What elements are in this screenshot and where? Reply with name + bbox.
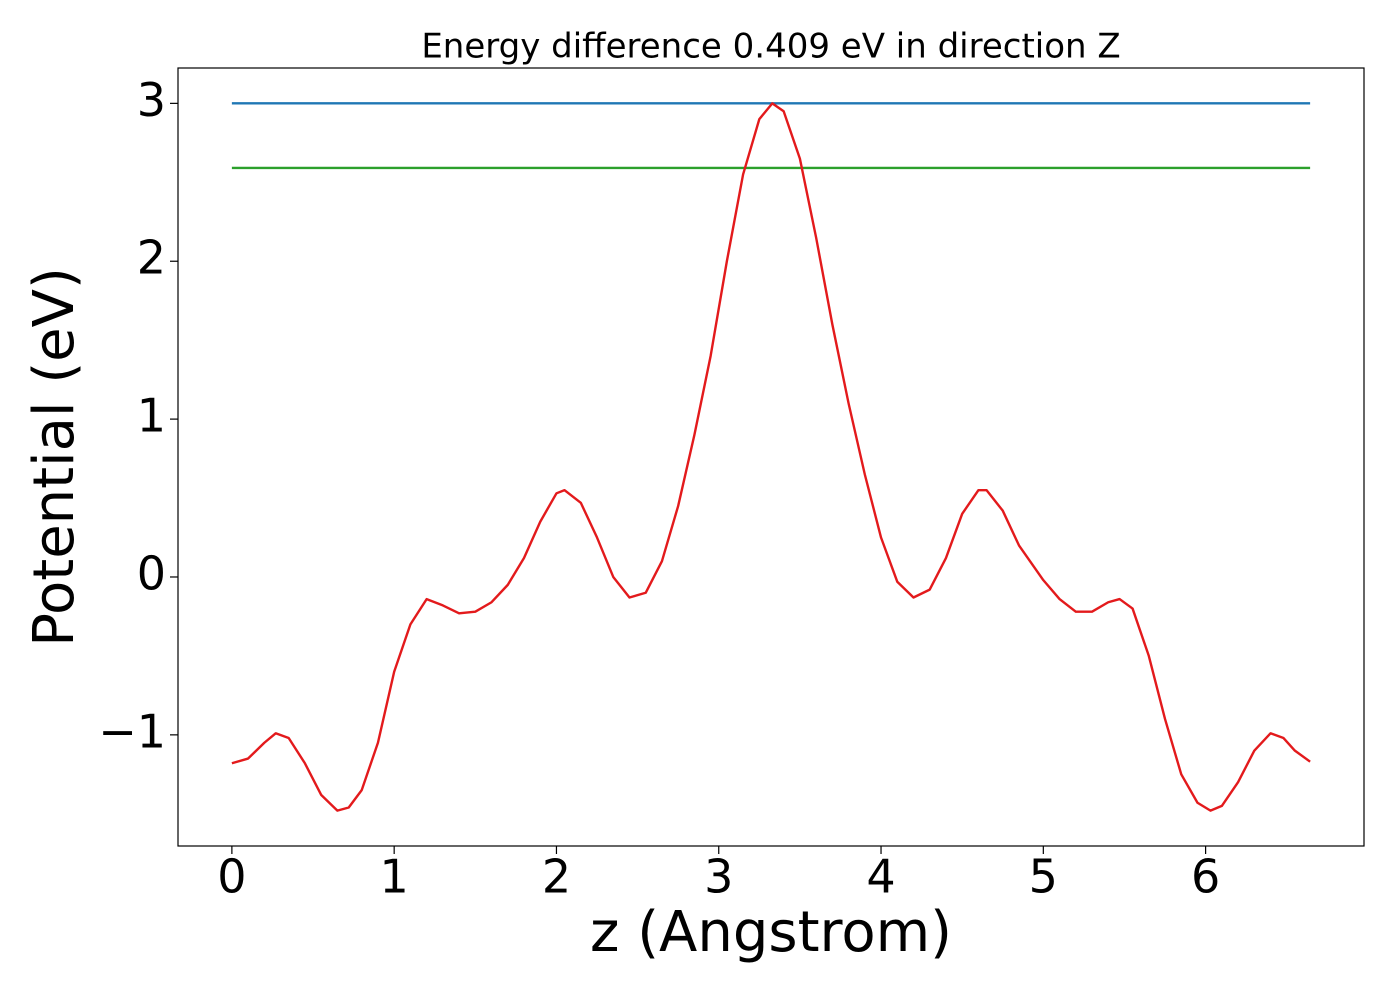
y-axis-label: Potential (eV) xyxy=(22,267,87,647)
x-tick-label: 3 xyxy=(704,850,733,904)
x-tick-label: 0 xyxy=(217,850,246,904)
x-tick-label: 2 xyxy=(542,850,571,904)
y-tick-label: 0 xyxy=(137,546,166,600)
x-tick-label: 5 xyxy=(1029,850,1058,904)
y-tick-label: −1 xyxy=(98,704,166,758)
series-line xyxy=(231,102,1311,812)
y-tick-label: 2 xyxy=(137,231,166,285)
x-tick-label: 1 xyxy=(380,850,409,904)
plot-frame xyxy=(177,67,1365,847)
y-tick-label: 1 xyxy=(137,389,166,443)
x-tick-label: 4 xyxy=(866,850,895,904)
x-tick-label: 6 xyxy=(1191,850,1220,904)
x-axis-label: z (Angstrom) xyxy=(590,900,952,965)
chart-title: Energy difference 0.409 eV in direction … xyxy=(421,27,1120,67)
y-tick-label: 3 xyxy=(137,73,166,127)
